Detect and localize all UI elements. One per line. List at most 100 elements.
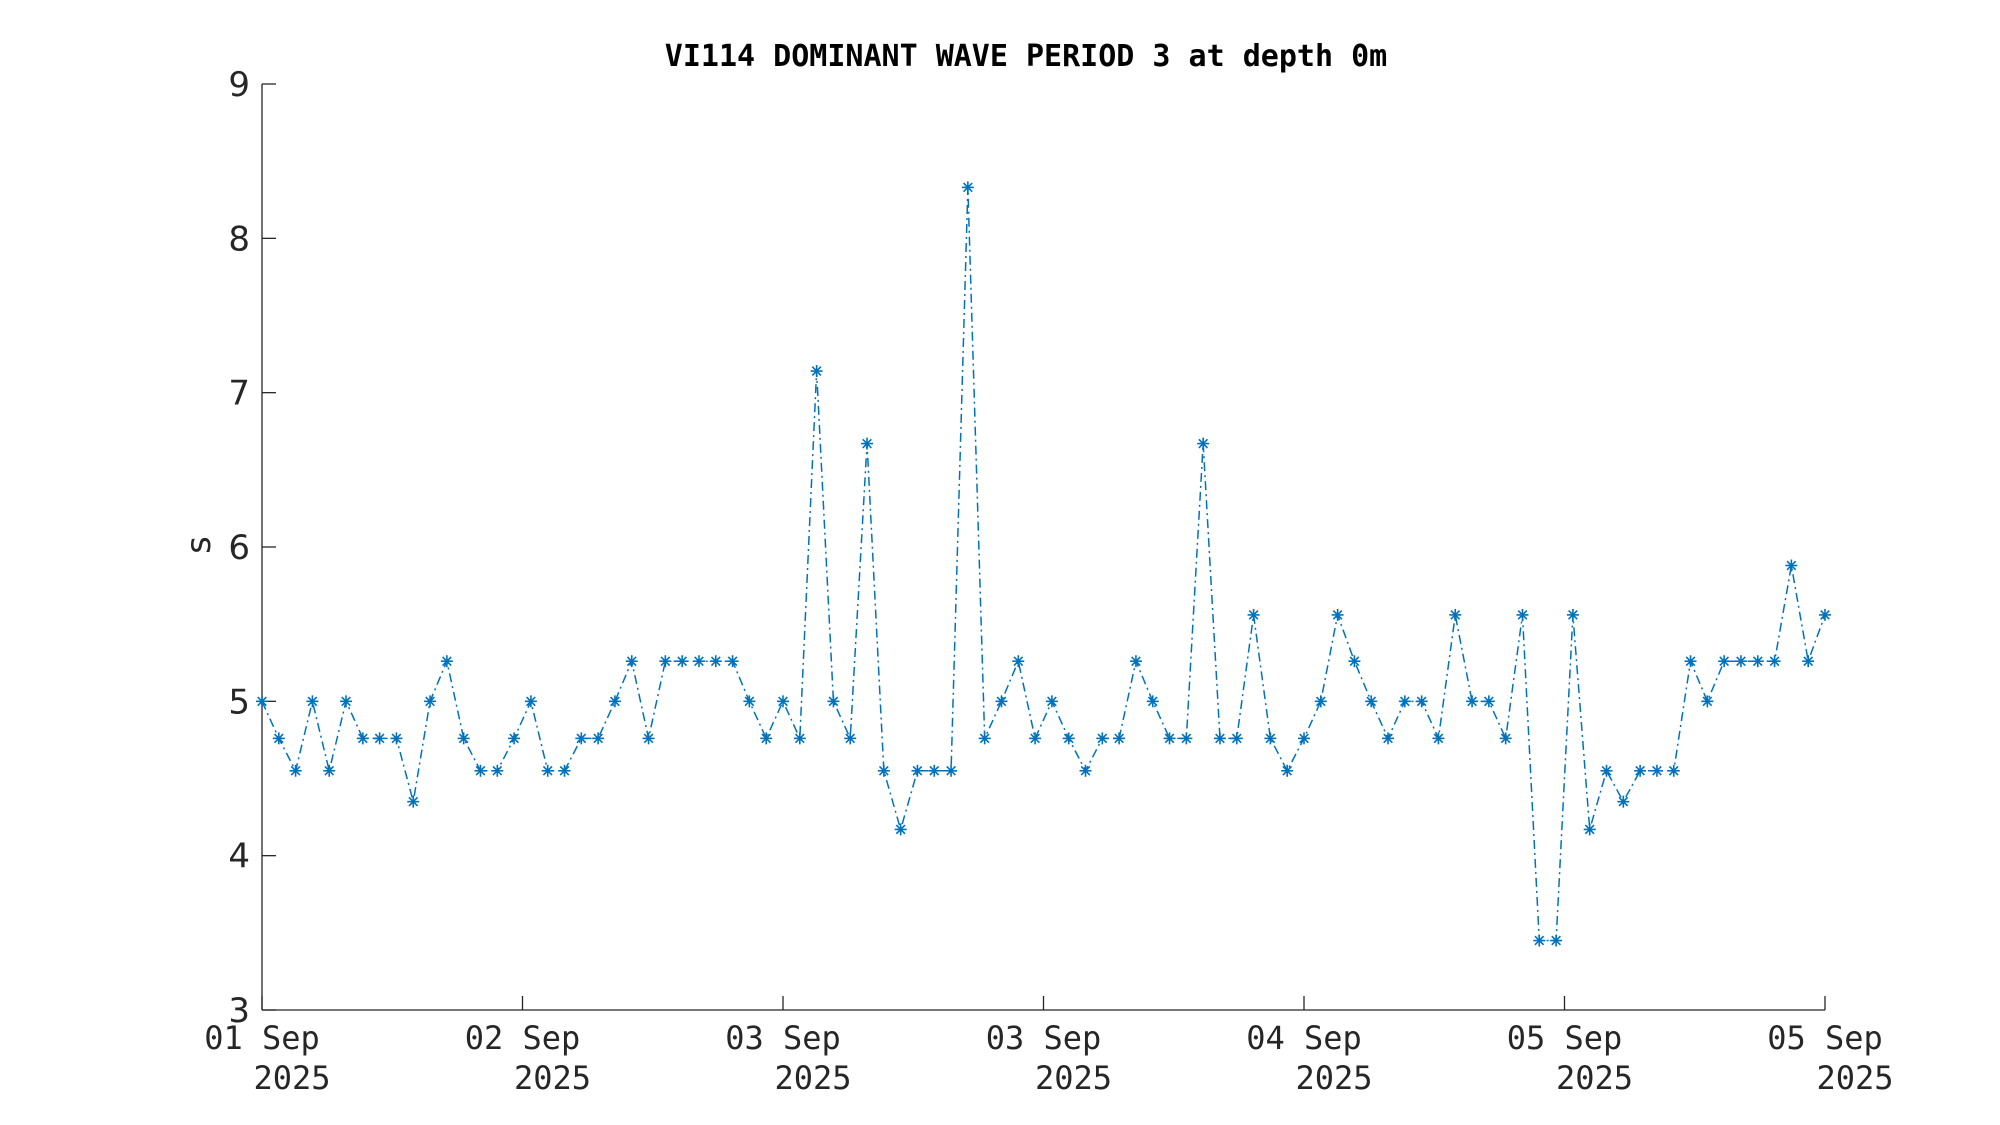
- data-point: [1650, 764, 1663, 777]
- data-point: [911, 764, 924, 777]
- data-point: [575, 732, 588, 745]
- x-tick-label-date: 05 Sep: [1507, 1019, 1623, 1057]
- data-point: [978, 732, 991, 745]
- data-point: [289, 764, 302, 777]
- data-point: [356, 732, 369, 745]
- data-point: [1466, 695, 1479, 708]
- data-point: [995, 695, 1008, 708]
- data-point: [1600, 764, 1613, 777]
- data-point: [1012, 655, 1025, 668]
- x-tick-label-date: 01 Sep: [204, 1019, 320, 1057]
- data-point: [1819, 608, 1831, 621]
- x-tick-label-date: 03 Sep: [986, 1019, 1102, 1057]
- data-point: [306, 695, 319, 708]
- data-point: [1163, 732, 1176, 745]
- data-point: [541, 764, 554, 777]
- x-tick-label-date: 02 Sep: [465, 1019, 581, 1057]
- data-series: [256, 181, 1831, 947]
- data-point: [726, 655, 739, 668]
- y-tick-label: 6: [228, 528, 250, 568]
- data-point: [642, 732, 655, 745]
- data-point: [424, 695, 437, 708]
- data-point: [1499, 732, 1512, 745]
- data-point: [1180, 732, 1193, 745]
- data-point: [390, 732, 403, 745]
- data-point: [760, 732, 773, 745]
- data-point: [1382, 732, 1395, 745]
- data-point: [491, 764, 504, 777]
- data-point: [1432, 732, 1445, 745]
- x-tick-label-date: 04 Sep: [1246, 1019, 1362, 1057]
- data-point: [1247, 608, 1260, 621]
- data-point: [1734, 655, 1747, 668]
- axes: [261, 84, 1825, 1011]
- data-point: [440, 655, 453, 668]
- data-point: [961, 181, 974, 194]
- data-point: [474, 764, 487, 777]
- data-point: [1617, 795, 1630, 808]
- data-point: [1045, 695, 1058, 708]
- data-point: [524, 695, 537, 708]
- data-point: [1314, 695, 1327, 708]
- data-point: [1331, 608, 1344, 621]
- data-point: [1365, 695, 1378, 708]
- data-point: [861, 437, 874, 450]
- data-point: [1213, 732, 1226, 745]
- data-point: [1751, 655, 1764, 668]
- x-tick-label-year: 2025: [514, 1059, 591, 1097]
- data-point: [323, 764, 336, 777]
- data-point: [608, 695, 621, 708]
- y-tick-label: 3: [228, 991, 250, 1031]
- data-point: [1096, 732, 1109, 745]
- data-point: [508, 732, 521, 745]
- data-point: [592, 732, 605, 745]
- data-point: [676, 655, 689, 668]
- data-point: [1684, 655, 1697, 668]
- data-point: [558, 764, 571, 777]
- data-point: [777, 695, 789, 708]
- data-point: [1701, 695, 1714, 708]
- x-tick-label-year: 2025: [1816, 1059, 1893, 1097]
- data-point: [1482, 695, 1495, 708]
- data-point: [1802, 655, 1815, 668]
- y-tick-label: 7: [228, 374, 250, 414]
- data-point: [1718, 655, 1731, 668]
- x-tick-label-year: 2025: [1556, 1059, 1633, 1097]
- data-point: [1029, 732, 1042, 745]
- data-point: [1768, 655, 1781, 668]
- x-tick-label-year: 2025: [1035, 1059, 1112, 1097]
- series-line: [261, 187, 1826, 942]
- x-tick-label-year: 2025: [253, 1059, 330, 1097]
- data-point: [1197, 437, 1210, 450]
- y-tick-label: 4: [228, 837, 250, 877]
- data-point: [1298, 732, 1310, 745]
- data-point: [373, 732, 386, 745]
- data-point: [1516, 608, 1529, 621]
- data-point: [1146, 695, 1159, 708]
- data-point: [659, 655, 672, 668]
- data-point: [256, 695, 268, 708]
- data-point: [1230, 732, 1243, 745]
- y-tick-label: 9: [228, 65, 250, 105]
- data-point: [1398, 695, 1411, 708]
- data-point: [793, 732, 806, 745]
- data-point: [1566, 608, 1579, 621]
- data-point: [1348, 655, 1361, 668]
- data-point: [1533, 934, 1546, 947]
- data-point: [844, 732, 857, 745]
- data-point: [1113, 732, 1126, 745]
- data-point: [1415, 695, 1428, 708]
- data-point: [692, 655, 705, 668]
- y-ticks: 3 4 5 6 7 8 9: [228, 65, 276, 1031]
- data-point: [877, 764, 890, 777]
- data-point: [945, 764, 958, 777]
- data-point: [1062, 732, 1075, 745]
- data-point: [1667, 764, 1680, 777]
- data-point: [1264, 732, 1277, 745]
- x-tick-label-date: 05 Sep: [1767, 1019, 1883, 1057]
- data-point: [810, 365, 823, 378]
- data-point: [928, 764, 941, 777]
- y-tick-label: 5: [228, 682, 250, 722]
